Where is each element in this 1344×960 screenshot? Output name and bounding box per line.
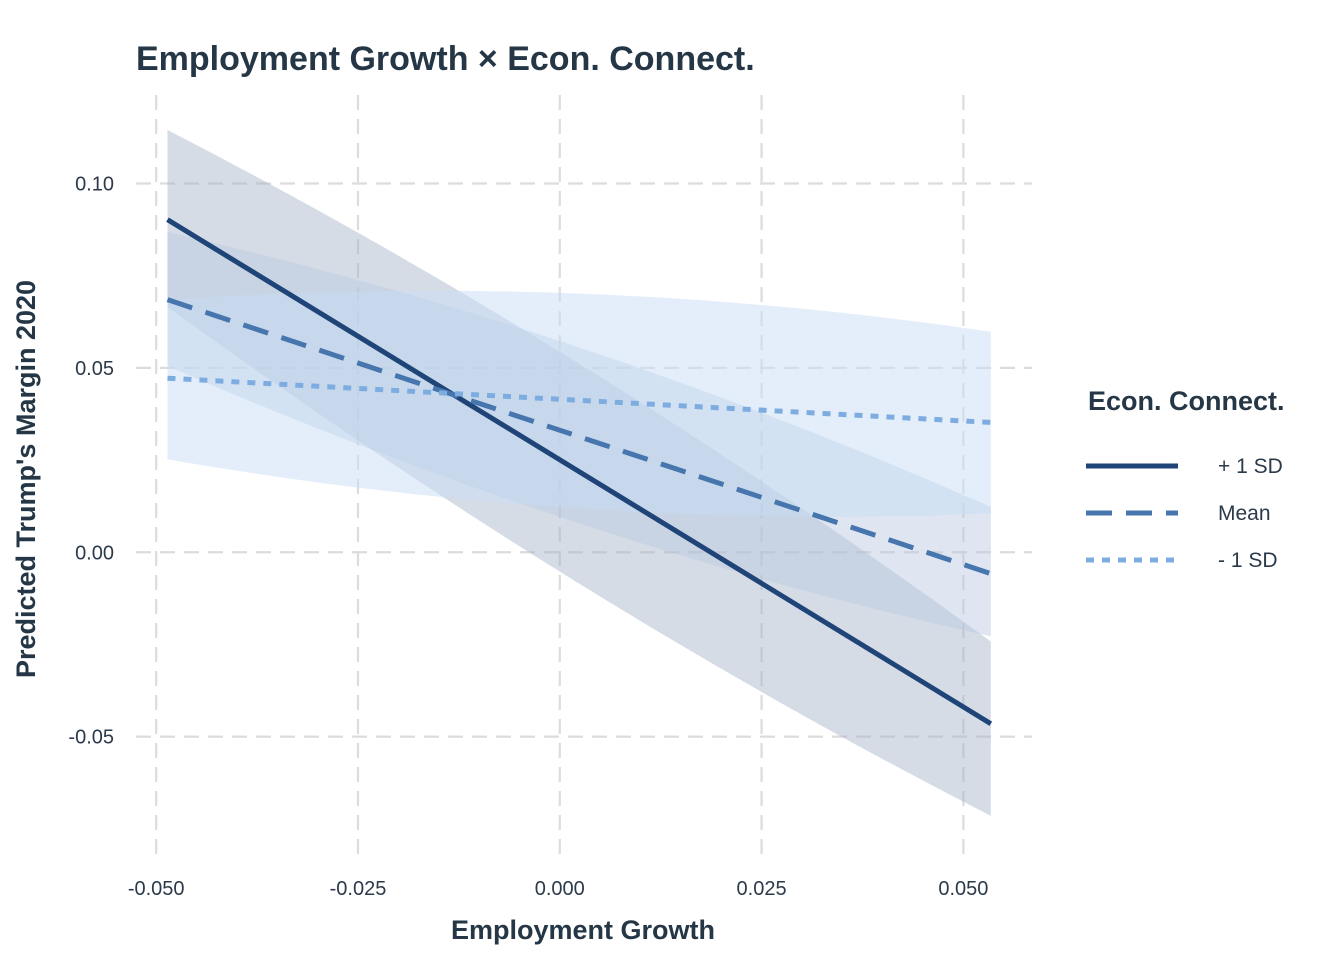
y-tick-label: 0.10: [75, 174, 114, 196]
x-tick-label: 0.000: [535, 878, 585, 900]
series-line-1-sd: [166, 217, 993, 726]
y-tick-label: 0.05: [75, 358, 114, 380]
series-lines: [166, 217, 993, 726]
x-tick-label: 0.050: [938, 878, 988, 900]
x-tick-label: -0.050: [128, 878, 185, 900]
x-tick-label: -0.025: [330, 878, 387, 900]
y-axis-ticks: -0.05 0.00 0.05 0.10: [68, 174, 114, 749]
chart-title: Employment Growth × Econ. Connect.: [136, 40, 755, 78]
y-tick-label: 0.00: [75, 542, 114, 564]
legend-label-1-sd: + 1 SD: [1218, 455, 1283, 478]
ci-band-1-sd: [167, 290, 991, 517]
legend-items: + 1 SD Mean - 1 SD: [1086, 455, 1283, 572]
series-line-mean: [166, 297, 992, 577]
y-tick-label: -0.05: [68, 727, 114, 749]
legend: Econ. Connect. + 1 SD Mean - 1 SD: [1086, 386, 1285, 572]
y-axis-title: Predicted Trump's Margin 2020: [11, 280, 41, 678]
x-axis-title: Employment Growth: [451, 915, 715, 945]
legend-title: Econ. Connect.: [1088, 386, 1285, 416]
x-axis-ticks: -0.050 -0.025 0.000 0.025 0.050: [128, 878, 989, 900]
legend-label-1-sd: - 1 SD: [1218, 549, 1278, 572]
legend-label-mean: Mean: [1218, 502, 1271, 525]
x-tick-label: 0.025: [737, 878, 787, 900]
